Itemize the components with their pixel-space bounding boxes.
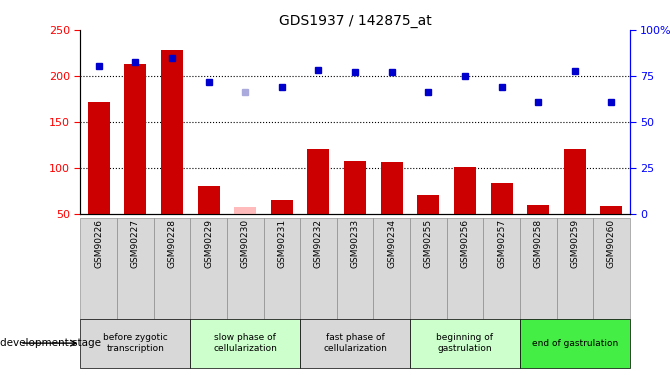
Text: GSM90257: GSM90257 — [497, 219, 506, 268]
Bar — [161, 50, 183, 214]
Text: end of gastrulation: end of gastrulation — [532, 339, 618, 348]
Text: beginning of
gastrulation: beginning of gastrulation — [436, 333, 494, 353]
Text: GSM90255: GSM90255 — [424, 219, 433, 268]
Bar — [308, 149, 330, 214]
Bar — [381, 162, 403, 214]
Text: GSM90259: GSM90259 — [570, 219, 580, 268]
Text: GSM90228: GSM90228 — [168, 219, 176, 268]
Text: GSM90229: GSM90229 — [204, 219, 213, 268]
Text: GSM90234: GSM90234 — [387, 219, 396, 268]
Bar — [344, 161, 366, 214]
Bar — [234, 207, 256, 214]
Bar — [564, 149, 586, 214]
Text: GSM90232: GSM90232 — [314, 219, 323, 268]
Text: GSM90230: GSM90230 — [241, 219, 250, 268]
Text: GSM90226: GSM90226 — [94, 219, 103, 268]
Bar — [600, 206, 622, 214]
Text: development stage: development stage — [0, 338, 101, 348]
Title: GDS1937 / 142875_at: GDS1937 / 142875_at — [279, 13, 431, 28]
Bar — [490, 183, 513, 214]
Text: GSM90260: GSM90260 — [607, 219, 616, 268]
Bar — [198, 186, 220, 214]
Text: before zygotic
transcription: before zygotic transcription — [103, 333, 168, 353]
Text: GSM90227: GSM90227 — [131, 219, 140, 268]
Bar — [271, 200, 293, 214]
Text: GSM90233: GSM90233 — [350, 219, 360, 268]
Text: GSM90258: GSM90258 — [534, 219, 543, 268]
Bar — [417, 195, 440, 214]
Text: fast phase of
cellularization: fast phase of cellularization — [323, 333, 387, 353]
Bar — [88, 102, 110, 214]
Text: slow phase of
cellularization: slow phase of cellularization — [213, 333, 277, 353]
Text: GSM90231: GSM90231 — [277, 219, 286, 268]
Bar — [454, 167, 476, 214]
Bar — [527, 205, 549, 214]
Bar — [125, 64, 146, 214]
Text: GSM90256: GSM90256 — [460, 219, 470, 268]
